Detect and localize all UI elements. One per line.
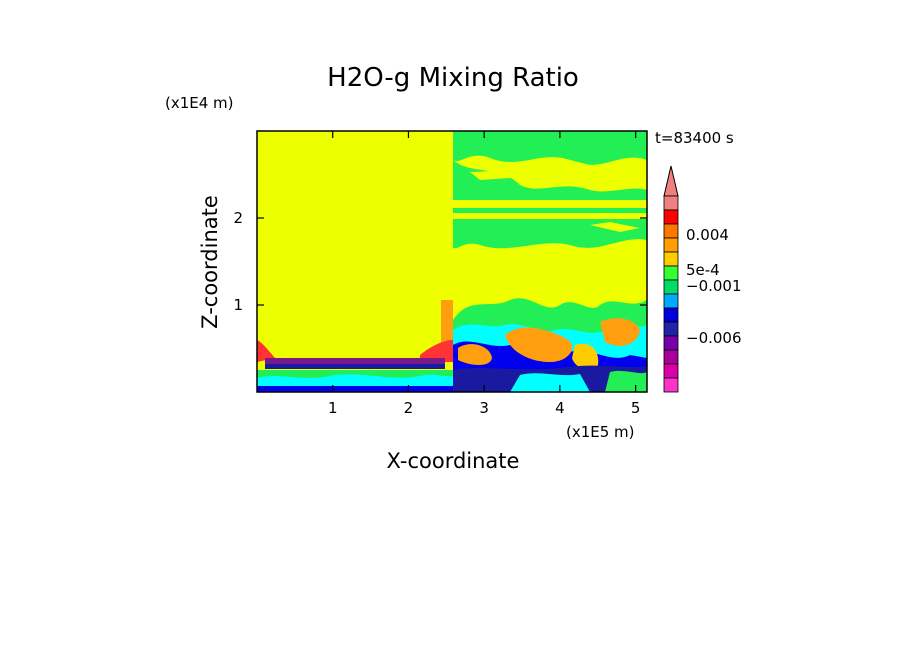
field-upper-bands bbox=[453, 131, 647, 249]
y-tick-label: 1 bbox=[233, 296, 243, 314]
colorbar-label: −0.006 bbox=[686, 329, 742, 347]
plot-area bbox=[256, 130, 648, 393]
colorbar-swatch bbox=[663, 209, 679, 225]
colorbar-swatch bbox=[663, 265, 679, 281]
colorbar-swatch bbox=[663, 279, 679, 295]
x-scale-note: (x1E5 m) bbox=[566, 423, 635, 441]
colorbar-label: −0.001 bbox=[686, 277, 742, 295]
colorbar-swatch bbox=[663, 237, 679, 253]
x-tick-label: 1 bbox=[328, 399, 338, 417]
y-scale-note: (x1E4 m) bbox=[165, 94, 234, 112]
field-lower-left bbox=[257, 300, 453, 392]
colorbar-swatch bbox=[663, 363, 679, 379]
plot-frame bbox=[256, 130, 648, 393]
colorbar-swatch bbox=[663, 377, 679, 393]
colorbar-label: 0.004 bbox=[686, 226, 729, 244]
chart-title: H2O-g Mixing Ratio bbox=[327, 63, 579, 93]
colorbar-swatch bbox=[663, 321, 679, 337]
colorbar-swatch bbox=[663, 195, 679, 211]
colorbar-swatch bbox=[663, 335, 679, 351]
field-lower-right bbox=[453, 298, 647, 392]
time-label: t=83400 s bbox=[655, 129, 734, 147]
colorbar-swatch bbox=[663, 251, 679, 267]
colorbar-swatch bbox=[663, 223, 679, 239]
x-tick-label: 4 bbox=[555, 399, 565, 417]
colorbar-swatch bbox=[663, 307, 679, 323]
x-axis: 1 2 3 4 5 bbox=[328, 131, 640, 417]
x-tick-label: 2 bbox=[404, 399, 414, 417]
x-tick-label: 5 bbox=[631, 399, 641, 417]
y-tick-label: 2 bbox=[233, 209, 243, 227]
colorbar: 0.004 5e-4−0.001 −0.006 bbox=[663, 165, 742, 393]
y-axis-label: Z-coordinate bbox=[198, 195, 222, 329]
colorbar-swatch bbox=[663, 349, 679, 365]
x-tick-label: 3 bbox=[479, 399, 489, 417]
x-axis-label: X-coordinate bbox=[387, 449, 520, 473]
colorbar-triangle bbox=[663, 165, 679, 197]
colorbar-label: 5e-4 bbox=[686, 261, 720, 279]
y-axis: 12 bbox=[233, 209, 647, 314]
colorbar-swatch bbox=[663, 293, 679, 309]
